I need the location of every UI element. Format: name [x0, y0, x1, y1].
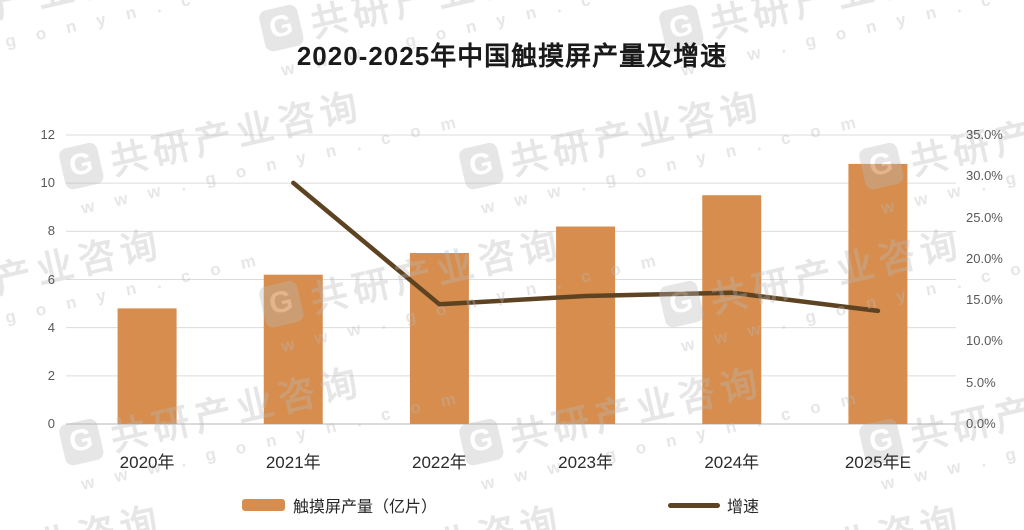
left-axis-tick: 4: [47, 319, 55, 335]
right-axis-tick: 30.0%: [966, 168, 1003, 184]
legend-label-growth: 增速: [727, 499, 760, 516]
right-axis-tick: 10.0%: [966, 333, 1003, 349]
bar-2025年E: [848, 163, 908, 424]
x-axis-label-2021年: 2021年: [265, 453, 321, 472]
growth-rate-line: [291, 180, 881, 314]
x-axis-label-2023年: 2023年: [558, 453, 613, 472]
right-axis-tick: 15.0%: [966, 292, 1003, 308]
left-axis-tick: 10: [40, 175, 55, 191]
x-axis-label-2020年: 2020年: [119, 453, 175, 472]
left-axis-tick: 8: [47, 223, 55, 239]
right-axis-tick: 5.0%: [966, 374, 996, 390]
legend-item-growth: 增速: [668, 493, 759, 517]
right-axis-tick: 25.0%: [966, 209, 1003, 225]
legend-swatch-production: [242, 499, 285, 511]
bar-2021年: [263, 274, 323, 424]
left-axis-tick: 12: [40, 127, 55, 142]
legend-swatch-growth: [668, 502, 720, 508]
right-axis-tick: 20.0%: [966, 250, 1003, 266]
bar-2020年: [117, 308, 177, 424]
chart-title: 2020-2025年中国触摸屏产量及增速: [296, 41, 728, 71]
left-axis-tick: 0: [47, 416, 55, 431]
legend-item-production: 触摸屏产量（亿片）: [242, 493, 437, 517]
legend-label-production: 触摸屏产量（亿片）: [293, 499, 438, 516]
left-axis-tick: 2: [47, 367, 55, 383]
bar-2023年: [556, 226, 616, 424]
x-axis-label-2022年: 2022年: [411, 453, 467, 472]
right-axis-tick: 35.0%: [966, 127, 1003, 142]
right-axis-tick: 0.0%: [966, 416, 996, 431]
bar-2024年: [702, 195, 762, 424]
left-axis-tick: 6: [47, 271, 55, 287]
bar-2022年: [409, 253, 469, 424]
x-axis-label-2024年: 2024年: [704, 453, 760, 472]
x-axis-label-2025年E: 2025年E: [844, 453, 911, 472]
